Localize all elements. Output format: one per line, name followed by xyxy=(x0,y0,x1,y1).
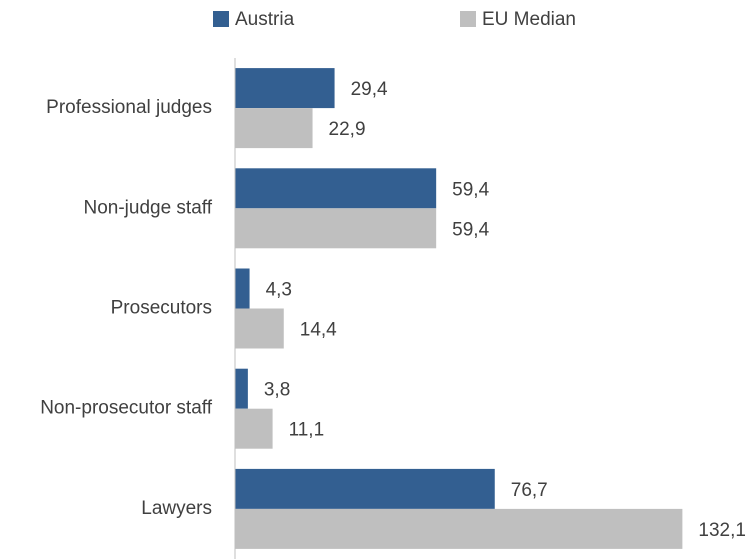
bar xyxy=(235,468,495,509)
y-tick-label: Prosecutors xyxy=(111,298,212,319)
data-label: 29,4 xyxy=(351,79,388,100)
bar xyxy=(235,308,284,349)
bar xyxy=(235,408,273,449)
data-label: 11,1 xyxy=(289,420,325,441)
data-label: 76,7 xyxy=(511,480,548,501)
data-label: 59,4 xyxy=(452,179,489,200)
bar xyxy=(235,508,683,549)
bar xyxy=(235,208,437,249)
legend-label: EU Median xyxy=(482,9,576,30)
data-label: 132,1 xyxy=(698,520,746,541)
legend-swatch xyxy=(460,11,476,27)
bar xyxy=(235,68,335,109)
data-label: 4,3 xyxy=(266,280,292,301)
data-label: 14,4 xyxy=(300,320,337,341)
y-tick-label: Non-judge staff xyxy=(83,197,212,218)
data-label: 22,9 xyxy=(329,119,366,140)
data-label: 3,8 xyxy=(264,380,290,401)
legend-swatch xyxy=(213,11,229,27)
bar xyxy=(235,368,248,409)
data-label: 59,4 xyxy=(452,219,489,240)
bar xyxy=(235,108,313,149)
bar xyxy=(235,168,437,209)
y-tick-label: Non-prosecutor staff xyxy=(40,398,213,419)
y-tick-label: Professional judges xyxy=(46,97,212,118)
legend-label: Austria xyxy=(235,9,295,30)
bar xyxy=(235,268,250,309)
y-tick-label: Lawyers xyxy=(141,498,212,519)
